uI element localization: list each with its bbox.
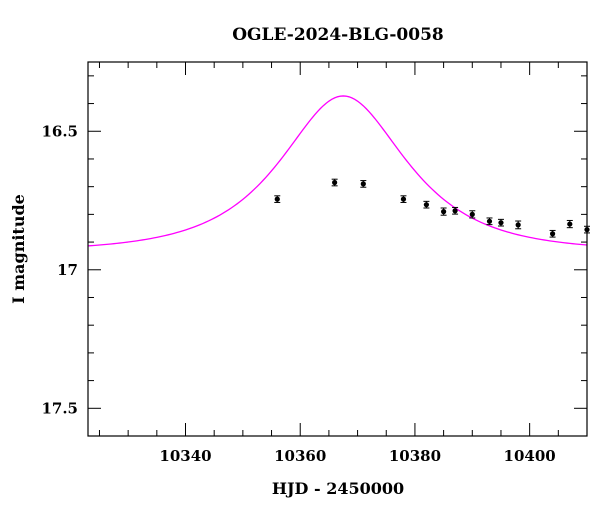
x-tick-label: 10340: [159, 447, 211, 465]
model-curve: [87, 95, 588, 247]
data-points-layer: [274, 178, 590, 238]
data-marker: [441, 209, 447, 215]
data-point: [497, 218, 504, 227]
data-marker: [360, 181, 366, 187]
data-point: [486, 217, 493, 226]
data-marker: [452, 208, 458, 214]
data-marker: [567, 221, 573, 227]
x-tick-label: 10380: [389, 447, 441, 465]
data-point: [469, 210, 476, 219]
data-point: [423, 200, 430, 209]
data-point: [452, 206, 459, 215]
model-curve-layer: [87, 95, 588, 247]
data-point: [360, 180, 367, 188]
data-marker: [549, 231, 556, 237]
data-marker: [515, 222, 521, 228]
y-tick-label: 17: [57, 261, 78, 279]
plot-frame: [87, 61, 588, 437]
data-point: [440, 207, 447, 216]
data-point: [274, 195, 281, 203]
data-point: [549, 229, 556, 238]
x-tick-label: 10400: [504, 447, 556, 465]
data-marker: [423, 202, 430, 208]
data-point: [331, 178, 338, 187]
tick-labels: 10340 10360 10380 10400 16.5 17 17.5: [41, 122, 555, 465]
chart-title: OGLE-2024-BLG-0058: [232, 25, 444, 45]
x-tick-label: 10360: [274, 447, 326, 465]
data-marker: [274, 196, 280, 202]
data-marker: [469, 211, 475, 217]
data-point: [515, 220, 522, 230]
data-point: [400, 195, 407, 203]
y-axis-label: I magnitude: [9, 194, 28, 304]
data-marker: [498, 220, 504, 226]
data-marker: [400, 196, 407, 202]
x-axis-label: HJD - 2450000: [272, 479, 404, 498]
data-marker: [486, 218, 493, 224]
data-point: [566, 219, 573, 229]
y-tick-label: 16.5: [41, 122, 78, 140]
axis-ticks: [88, 62, 588, 437]
data-marker: [332, 179, 338, 186]
y-tick-label: 17.5: [41, 399, 78, 417]
